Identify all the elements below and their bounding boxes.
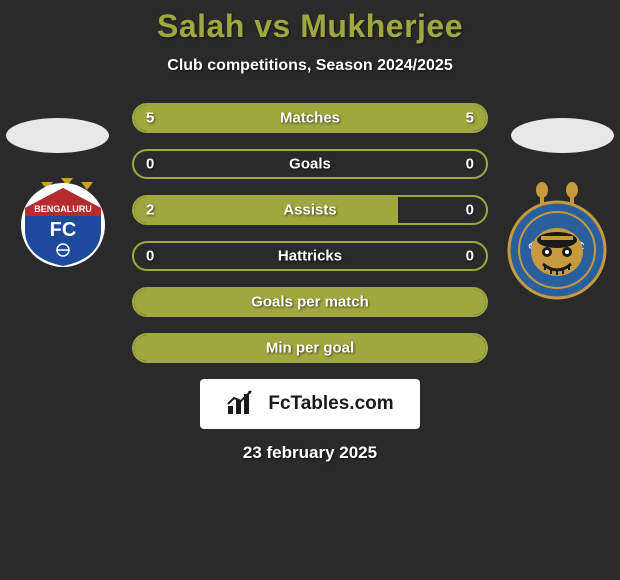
stats-list: 5 Matches 5 0 Goals 0 2 Assists 0 0 Hattricks 0 Goal… (132, 103, 488, 363)
stat-fill-left (134, 197, 398, 223)
stat-value-right: 5 (466, 110, 474, 127)
branding-text: FcTables.com (268, 393, 393, 415)
stat-label: Goals (289, 156, 331, 173)
stat-value-right: 0 (466, 202, 474, 219)
date-label: 23 february 2025 (0, 443, 620, 463)
stat-label: Hattricks (278, 248, 342, 265)
stat-row: 2 Assists 0 (132, 195, 488, 225)
comparison-container: Salah vs Mukherjee Club competitions, Se… (0, 0, 620, 463)
stat-value-right: 0 (466, 248, 474, 265)
stat-label: Assists (283, 202, 336, 219)
subtitle: Club competitions, Season 2024/2025 (0, 57, 620, 75)
stat-row: 0 Hattricks 0 (132, 241, 488, 271)
stat-value-left: 2 (146, 202, 154, 219)
stat-row: 5 Matches 5 (132, 103, 488, 133)
stat-row: 0 Goals 0 (132, 149, 488, 179)
stat-value-right: 0 (466, 156, 474, 173)
stat-label: Goals per match (251, 294, 369, 311)
chart-icon (226, 388, 262, 421)
branding-badge: FcTables.com (200, 379, 420, 429)
stat-row: Goals per match (132, 287, 488, 317)
page-title: Salah vs Mukherjee (0, 8, 620, 45)
stat-row: Min per goal (132, 333, 488, 363)
stat-label: Min per goal (266, 340, 354, 357)
stat-value-left: 0 (146, 156, 154, 173)
stat-label: Matches (280, 110, 340, 127)
stat-value-left: 5 (146, 110, 154, 127)
stat-value-left: 0 (146, 248, 154, 265)
